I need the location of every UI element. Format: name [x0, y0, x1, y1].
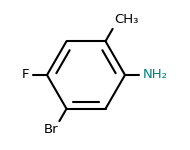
Text: CH₃: CH₃: [115, 13, 139, 26]
Text: F: F: [22, 69, 29, 81]
Text: Br: Br: [43, 123, 58, 136]
Text: NH₂: NH₂: [143, 69, 168, 81]
